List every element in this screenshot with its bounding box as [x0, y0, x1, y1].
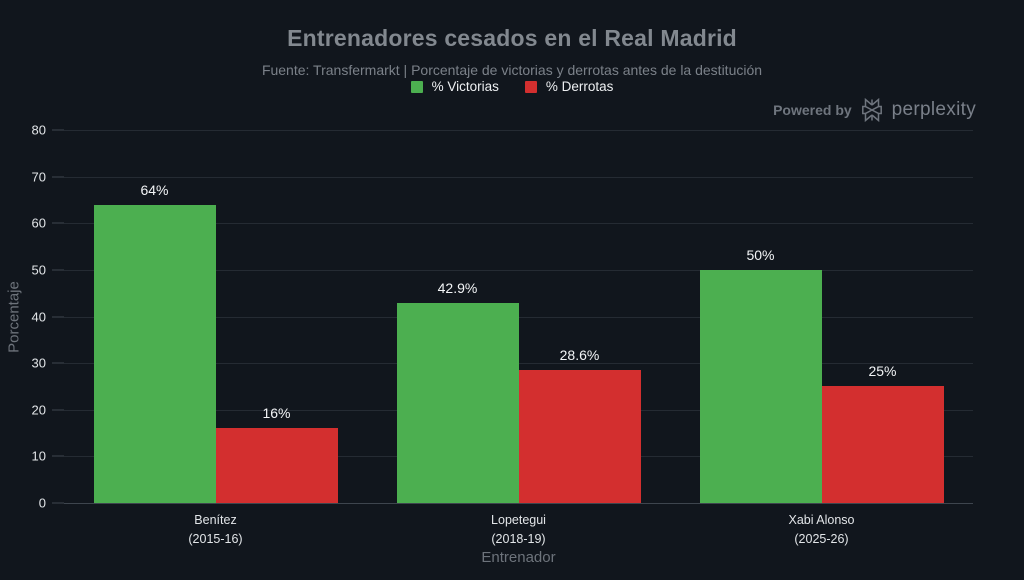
y-tick-mark — [52, 176, 64, 178]
chart-subtitle: Fuente: Transfermarkt | Porcentaje de vi… — [261, 62, 763, 78]
y-tick-label: 0 — [38, 495, 46, 511]
brand-wordmark: perplexity — [891, 99, 976, 120]
y-tick-mark — [52, 502, 64, 504]
y-tick-mark — [52, 455, 64, 457]
y-tick-mark — [52, 222, 64, 224]
x-axis-title: Entrenador — [481, 549, 556, 566]
bar-value-label: 42.9% — [437, 279, 478, 296]
y-tick-label: 30 — [31, 355, 46, 371]
legend-label-derrotas: % Derrotas — [545, 79, 614, 94]
bar-value-label: 25% — [868, 363, 897, 380]
plot-area: 0 10 20 30 40 50 60 70 80 64% 16% Benítez (2015-16) 4… — [32, 123, 973, 546]
perplexity-logo-icon — [861, 98, 882, 122]
y-tick-label: 20 — [31, 402, 46, 418]
y-tick-label: 40 — [31, 309, 46, 324]
gridline — [64, 316, 973, 318]
bar-value-label: 50% — [746, 246, 775, 263]
y-tick-label: 10 — [31, 448, 46, 464]
legend-label-victorias: % Victorias — [431, 79, 499, 94]
x-axis-line — [64, 503, 973, 504]
y-tick-mark — [52, 129, 64, 131]
x-category-label: Benítez (2015-16) — [188, 513, 243, 547]
gridline — [64, 269, 973, 271]
y-tick-mark — [52, 362, 64, 364]
bar-victorias-2[interactable] — [699, 269, 822, 503]
bar-derrotas-1[interactable] — [518, 369, 641, 503]
y-axis-title: Porcentaje — [5, 281, 23, 353]
gridline — [64, 130, 973, 131]
y-tick-label: 80 — [31, 122, 46, 138]
y-tick-mark — [52, 316, 64, 317]
chart-title: Entrenadores cesados en el Real Madrid — [287, 25, 737, 51]
bar-value-label: 64% — [140, 181, 169, 198]
y-tick-mark — [52, 269, 64, 271]
bar-value-label: 16% — [262, 405, 291, 422]
legend-item-derrotas[interactable]: % Derrotas — [524, 79, 614, 94]
bar-victorias-0[interactable] — [93, 204, 216, 503]
legend-item-victorias[interactable]: % Victorias — [410, 79, 499, 94]
powered-by-text: Powered by — [773, 102, 852, 118]
bar-value-label: 28.6% — [559, 346, 600, 363]
y-tick-label: 60 — [31, 215, 46, 231]
x-category-label: Xabi Alonso (2025-26) — [788, 513, 855, 547]
gridline — [64, 363, 973, 365]
y-tick-mark — [52, 409, 64, 411]
gridline — [64, 223, 973, 225]
bar-derrotas-2[interactable] — [821, 386, 944, 503]
x-category-label: Lopetegui (2018-19) — [491, 513, 546, 547]
legend-swatch-derrotas — [524, 80, 537, 93]
bar-derrotas-0[interactable] — [215, 428, 338, 503]
y-tick-label: 50 — [31, 262, 46, 278]
y-tick-label: 70 — [31, 169, 46, 185]
bar-victorias-1[interactable] — [396, 302, 519, 503]
legend: % Victorias % Derrotas — [0, 79, 1024, 94]
legend-swatch-victorias — [410, 80, 423, 93]
gridline — [64, 176, 973, 178]
powered-by[interactable]: Powered by perplexity — [773, 96, 976, 124]
